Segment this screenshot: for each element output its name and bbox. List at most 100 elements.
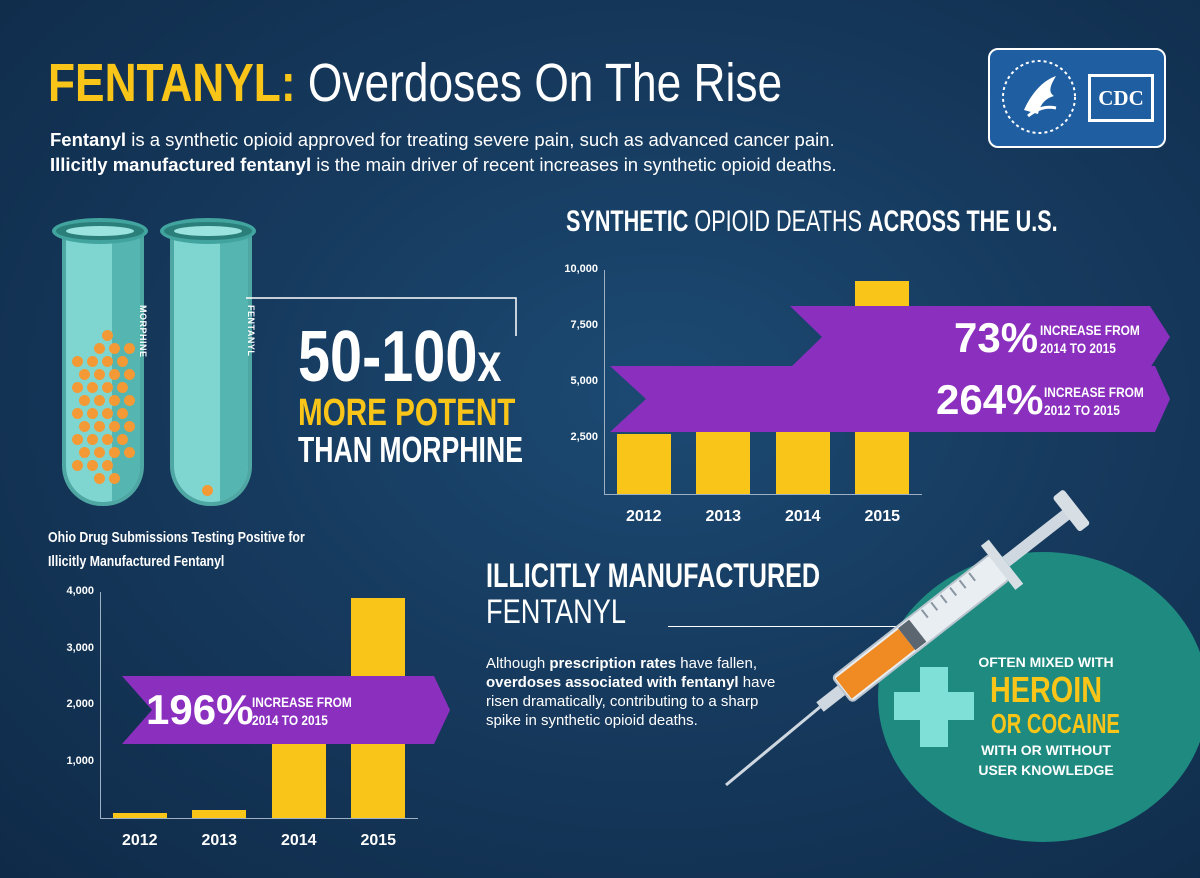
morphine-particle [109,369,120,380]
deaths-xtick: 2012 [625,508,662,525]
morphine-particle [102,460,113,471]
morphine-particle [87,356,98,367]
ohio-axis-line [100,592,101,818]
banner-196-shape [122,676,450,744]
morphine-particle [102,434,113,445]
morphine-particle [94,421,105,432]
intro-bold-2: Illicitly manufactured fentanyl [50,154,312,175]
banner-73-text-1: INCREASE FROM [1040,322,1140,338]
fentanyl-particle [202,485,213,496]
banner-73-shape [790,306,1170,368]
morphine-particle [79,369,90,380]
morphine-particle [124,369,135,380]
intro-text-2: is the main driver of recent increases i… [311,154,837,175]
ohio-ytick: 2,000 [66,698,94,710]
potency-more: MORE POTENT [298,392,516,434]
banner-196-text-2: 2014 TO 2015 [252,712,328,728]
deaths-ytick: 10,000 [564,263,598,275]
mixed-text-5: USER KNOWLEDGE [978,762,1114,778]
morphine-particle [94,473,105,484]
morphine-tube-rim [52,218,148,244]
ohio-bar-2013 [192,809,247,818]
connector-line [246,297,517,336]
banner-196-text-1: INCREASE FROM [252,694,352,710]
morphine-particle [79,395,90,406]
morphine-particle [124,447,135,458]
morphine-particle [72,408,83,419]
morphine-particle [102,356,113,367]
morphine-tube [62,230,144,506]
potency-number: 50-100x [298,317,502,397]
ohio-xtick: 2012 [121,832,158,849]
deaths-xtick: 2014 [784,508,821,525]
morphine-particle [117,434,128,445]
syringe-icon [725,490,1090,787]
morphine-particle [109,447,120,458]
morphine-particle [94,343,105,354]
ohio-ytick: 4,000 [66,585,94,597]
morphine-particle [72,356,83,367]
ohio-xtick: 2015 [360,832,397,849]
deaths-axis-line [604,270,605,494]
ohio-xtick: 2013 [201,832,238,849]
ohio-xtick: 2014 [280,832,317,849]
potency-than: THAN MORPHINE [298,429,523,470]
hhs-eagle-icon [1002,60,1076,134]
fentanyl-tube [170,230,252,506]
morphine-particle [109,421,120,432]
mixed-text-4: WITH OR WITHOUT [981,742,1111,758]
ohio-ytick: 1,000 [66,754,94,767]
banner-264-text-1: INCREASE FROM [1044,384,1144,400]
fentanyl-label: FENTANYL [246,305,256,357]
divider-line [668,626,1108,627]
pct-264: 264% [936,376,1044,423]
morphine-particle [124,421,135,432]
deaths-ytick: 7,500 [570,319,598,331]
morphine-particle [72,460,83,471]
morphine-particle [109,343,120,354]
page-title: FENTANYL: Overdoses On The Rise [48,52,943,114]
morphine-particle [94,447,105,458]
morphine-particle [87,408,98,419]
illicit-title: ILLICITLY MANUFACTURED [486,557,821,595]
mixed-text-1: OFTEN MIXED WITH [978,654,1114,670]
fentanyl-tube-rim [160,218,256,244]
banner-73-text-2: 2014 TO 2015 [1040,340,1116,356]
morphine-particle [109,473,120,484]
morphine-particle [102,408,113,419]
morphine-particle [79,447,90,458]
mixed-cocaine: OR COCAINE [991,708,1120,739]
morphine-particle [72,434,83,445]
morphine-particle [79,421,90,432]
title-keyword: FENTANYL: [48,53,296,113]
illicit-body: Although prescription rates have fallen,… [486,655,776,729]
deaths-ytick: 2,500 [570,431,598,443]
synthetic-chart-title: SYNTHETIC OPIOID DEATHS ACROSS THE U.S. [566,205,1058,238]
deaths-baseline [604,494,922,495]
intro-text-1: is a synthetic opioid approved for treat… [126,129,835,150]
title-text: Overdoses On The Rise [295,53,783,113]
ohio-baseline [100,818,418,819]
illicit-subtitle: FENTANYL [486,593,627,631]
morphine-particle [94,369,105,380]
banner-264-shape [610,366,1170,432]
cdc-wordmark: CDC [1088,74,1154,122]
morphine-particle [117,382,128,393]
morphine-particle [117,356,128,367]
morphine-label: MORPHINE [138,305,148,358]
banner-264-text-2: 2012 TO 2015 [1044,402,1120,418]
morphine-particle [87,434,98,445]
morphine-particle [102,330,113,341]
deaths-ytick: 5,000 [570,375,598,387]
deaths-bar-2013 [696,426,751,494]
cdc-logo: CDC [988,48,1166,148]
morphine-particle [124,395,135,406]
deaths-xtick: 2013 [705,508,742,525]
intro-line-1: Fentanyl is a synthetic opioid approved … [50,128,835,152]
morphine-particle [87,460,98,471]
mixed-heroin: HEROIN [989,669,1102,710]
pct-196: 196% [146,686,254,733]
ohio-ytick: 3,000 [66,641,94,654]
morphine-particle [109,395,120,406]
intro-line-2: Illicitly manufactured fentanyl is the m… [50,153,837,177]
